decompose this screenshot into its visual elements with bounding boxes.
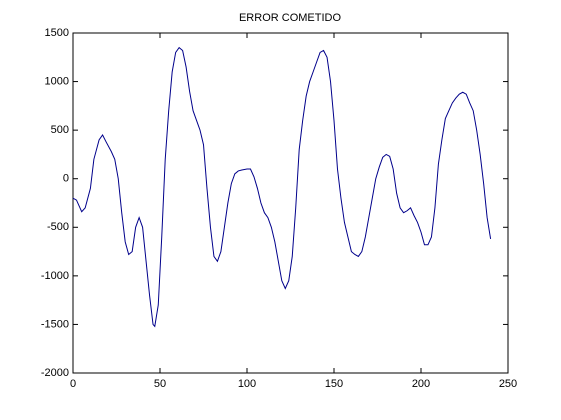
chart-title: ERROR COMETIDO [239,12,342,24]
axes-box [72,32,509,374]
data-line [72,46,492,328]
x-tick-label: 100 [238,378,256,390]
x-tick-label: 250 [499,378,517,390]
x-tick-label: 0 [70,378,76,390]
y-tick-label: -1500 [41,318,69,330]
y-tick-label: -500 [47,221,69,233]
y-tick-label: -2000 [41,367,69,379]
y-tick-label: 1000 [45,75,69,87]
x-tick-label: 50 [154,378,166,390]
x-tick-label: 150 [325,378,343,390]
y-tick-label: 1500 [45,27,69,39]
y-tick-label: -1000 [41,270,69,282]
y-tick-label: 500 [51,124,69,136]
x-tick-label: 200 [412,378,430,390]
y-tick-label: 0 [63,173,69,185]
